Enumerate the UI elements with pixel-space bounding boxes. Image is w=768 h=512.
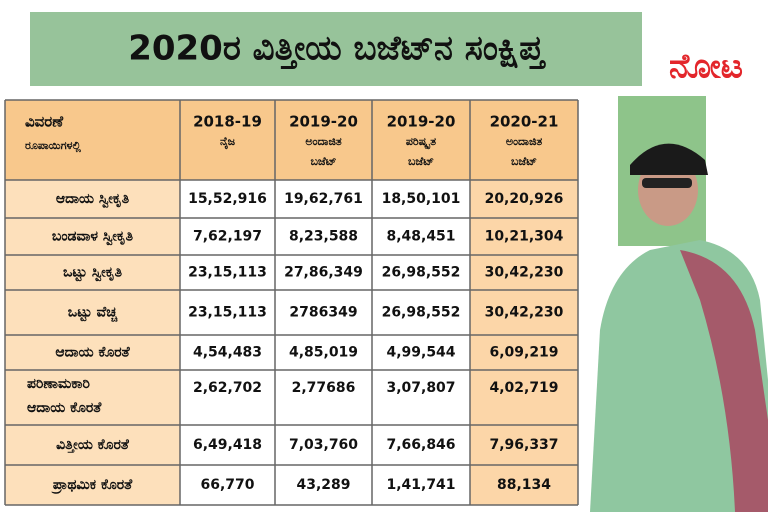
header-text: ಪರಿಷ್ಕೃತ: [406, 135, 436, 149]
cell-value: 20,20,926: [485, 191, 564, 207]
cell-value: 2,77686: [292, 380, 356, 396]
table: ವಿವರಣೆ ರೂಪಾಯಿಗಳಲ್ಲಿ 2018-19 ನೈಜ 2019-20 ಅಂದಾಜ…: [4, 99, 579, 506]
row-label: ವಿತ್ತೀಯ ಕೊರತೆ: [56, 437, 129, 454]
cell-value: 23,15,113: [188, 265, 267, 281]
cell-value: 88,134: [497, 477, 551, 493]
cell-value: 4,99,544: [386, 345, 455, 361]
cell-value: 30,42,230: [485, 265, 564, 281]
header-text: ವಿವರಣೆ: [25, 113, 64, 131]
cell-value: 26,98,552: [382, 305, 461, 321]
cell-value: 4,02,719: [489, 380, 558, 396]
cell-value: 23,15,113: [188, 305, 267, 321]
row-label: ಆದಾಯ ಕೊರತೆ: [27, 400, 102, 416]
cell-value: 2786349: [289, 305, 357, 321]
label-col-bg: [5, 180, 180, 505]
header-text: ಅಂದಾಜಿತ: [506, 135, 543, 148]
cell-value: 8,23,588: [289, 229, 358, 245]
title-box: [30, 12, 642, 86]
cell-value: 7,66,846: [386, 437, 455, 453]
cell-value: 7,96,337: [489, 437, 558, 453]
cell-value: 66,770: [200, 477, 254, 493]
cell-value: 43,289: [296, 477, 350, 493]
cell-value: 26,98,552: [382, 265, 461, 281]
row-label: ಒಟ್ಟು ಸ್ವೀಕೃತಿ: [63, 265, 123, 282]
cell-value: 30,42,230: [485, 305, 564, 321]
cell-value: 8,48,451: [386, 229, 455, 245]
title: 2020ರ ವಿತ್ತೀಯ ಬಜೆಟ್‌ನ ಸಂಕ್ಷಿಪ್ತ: [128, 29, 547, 70]
last-col-bg: [470, 180, 578, 505]
header-text: ನೈಜ: [220, 135, 236, 149]
cell-value: 6,49,418: [193, 437, 262, 453]
header-text: ಬಜೆಟ್: [511, 155, 537, 168]
header-text: 2018-19: [193, 113, 262, 131]
header-text: 2019-20: [387, 113, 456, 131]
cell-value: 1,41,741: [386, 477, 455, 493]
cell-value: 19,62,761: [284, 191, 363, 207]
row-label: ಪ್ರಾಥಮಿಕ ಕೊರತೆ: [51, 477, 133, 495]
row-label: ಬಂಡವಾಳ ಸ್ವೀಕೃತಿ: [52, 229, 134, 246]
row-label: ಪರಿಣಾಮಕಾರಿ: [27, 376, 90, 392]
row-label: ಒಟ್ಟು ವೆಚ್ಚ: [68, 305, 118, 323]
row-label: ಆದಾಯ ಕೊರತೆ: [55, 345, 130, 361]
cell-value: 6,09,219: [489, 345, 558, 361]
header-text: ಬಜೆಟ್: [310, 155, 336, 168]
header-text: ರೂಪಾಯಿಗಳಲ್ಲಿ: [25, 139, 81, 154]
cell-value: 7,03,760: [289, 437, 358, 453]
cell-value: 2,62,702: [193, 380, 262, 396]
cell-value: 15,52,916: [188, 191, 267, 207]
photo: [590, 96, 768, 512]
logo: ನೋಟ: [669, 47, 743, 87]
cell-value: 4,85,019: [289, 345, 358, 361]
header-text: 2019-20: [289, 113, 358, 131]
cell-value: 10,21,304: [485, 229, 564, 245]
cell-value: 27,86,349: [284, 265, 363, 281]
cell-value: 7,62,197: [193, 229, 262, 245]
header-text: ಬಜೆಟ್: [408, 155, 434, 168]
cell-value: 18,50,101: [382, 191, 461, 207]
row-label: ಆದಾಯ ಸ್ವೀಕೃತಿ: [56, 191, 130, 208]
header-bg: [5, 100, 578, 180]
cell-value: 3,07,807: [386, 380, 455, 396]
header-text: 2020-21: [490, 113, 559, 131]
header-text: ಅಂದಾಜಿತ: [305, 135, 342, 148]
cell-value: 4,54,483: [193, 345, 262, 361]
